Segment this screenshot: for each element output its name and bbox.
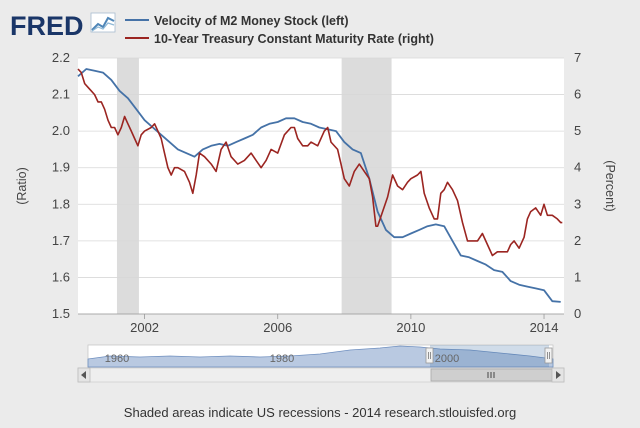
x-tick-label: 2014	[530, 320, 559, 335]
y-right-tick-label: 3	[574, 196, 581, 211]
scrollbar[interactable]	[77, 367, 565, 383]
y-left-tick-label: 2.2	[52, 50, 70, 65]
y-left-tick-label: 1.7	[52, 233, 70, 248]
y-right-tick-label: 4	[574, 160, 581, 175]
y-axis-left: 1.5 1.6 1.7 1.8 1.9 2.0 2.1 2.2	[52, 50, 70, 321]
arrow-right-icon	[556, 371, 561, 379]
fred-logo: FRED	[10, 11, 116, 41]
footer-note: Shaded areas indicate US recessions - 20…	[124, 405, 516, 420]
y-left-tick-label: 2.1	[52, 87, 70, 102]
navigator-handle-right[interactable]	[544, 347, 553, 364]
y-left-tick-label: 1.9	[52, 160, 70, 175]
fred-logo-text: FRED	[10, 11, 84, 41]
y-left-tick-label: 2.0	[52, 123, 70, 138]
chart-logo-icon	[90, 12, 116, 33]
x-tick-label: 2006	[263, 320, 292, 335]
y-left-tick-label: 1.5	[52, 306, 70, 321]
navigator[interactable]: 1960 1980 2000	[87, 344, 554, 368]
navigator-tick-label: 2000	[435, 353, 459, 365]
legend-item-treasury[interactable]: 10-Year Treasury Constant Maturity Rate …	[125, 32, 434, 46]
navigator-tick-labels: 1960 1980 2000	[105, 353, 459, 365]
x-tick-label: 2002	[130, 320, 159, 335]
y-right-tick-label: 1	[574, 269, 581, 284]
y-right-tick-label: 6	[574, 87, 581, 102]
navigator-tick-label: 1960	[105, 353, 129, 365]
plot-area	[78, 58, 564, 314]
x-tick-label: 2010	[396, 320, 425, 335]
legend-label-velocity: Velocity of M2 Money Stock (left)	[154, 14, 348, 28]
x-axis-ticks: 2002 2006 2010 2014	[78, 313, 564, 335]
y-axis-right-title: (Percent)	[603, 160, 617, 211]
y-right-tick-label: 5	[574, 123, 581, 138]
series-line-treasury	[77, 68, 563, 257]
y-axis-left-title: (Ratio)	[15, 167, 29, 205]
y-right-tick-label: 2	[574, 233, 581, 248]
navigator-selection[interactable]	[430, 345, 549, 367]
navigator-tick-label: 1980	[270, 353, 294, 365]
grip-icon	[487, 372, 495, 378]
recession-band-0	[116, 58, 139, 314]
legend: Velocity of M2 Money Stock (left) 10-Yea…	[125, 14, 434, 46]
navigator-handle-left[interactable]	[425, 347, 434, 364]
y-axis-right: 0 1 2 3 4 5 6 7	[574, 50, 581, 321]
y-left-tick-label: 1.8	[52, 196, 70, 211]
legend-label-treasury: 10-Year Treasury Constant Maturity Rate …	[154, 32, 434, 46]
series-lines	[77, 68, 563, 303]
y-left-tick-label: 1.6	[52, 269, 70, 284]
y-right-tick-label: 7	[574, 50, 581, 65]
y-right-tick-label: 0	[574, 306, 581, 321]
legend-item-velocity[interactable]: Velocity of M2 Money Stock (left)	[125, 14, 348, 28]
arrow-left-icon	[81, 371, 86, 379]
